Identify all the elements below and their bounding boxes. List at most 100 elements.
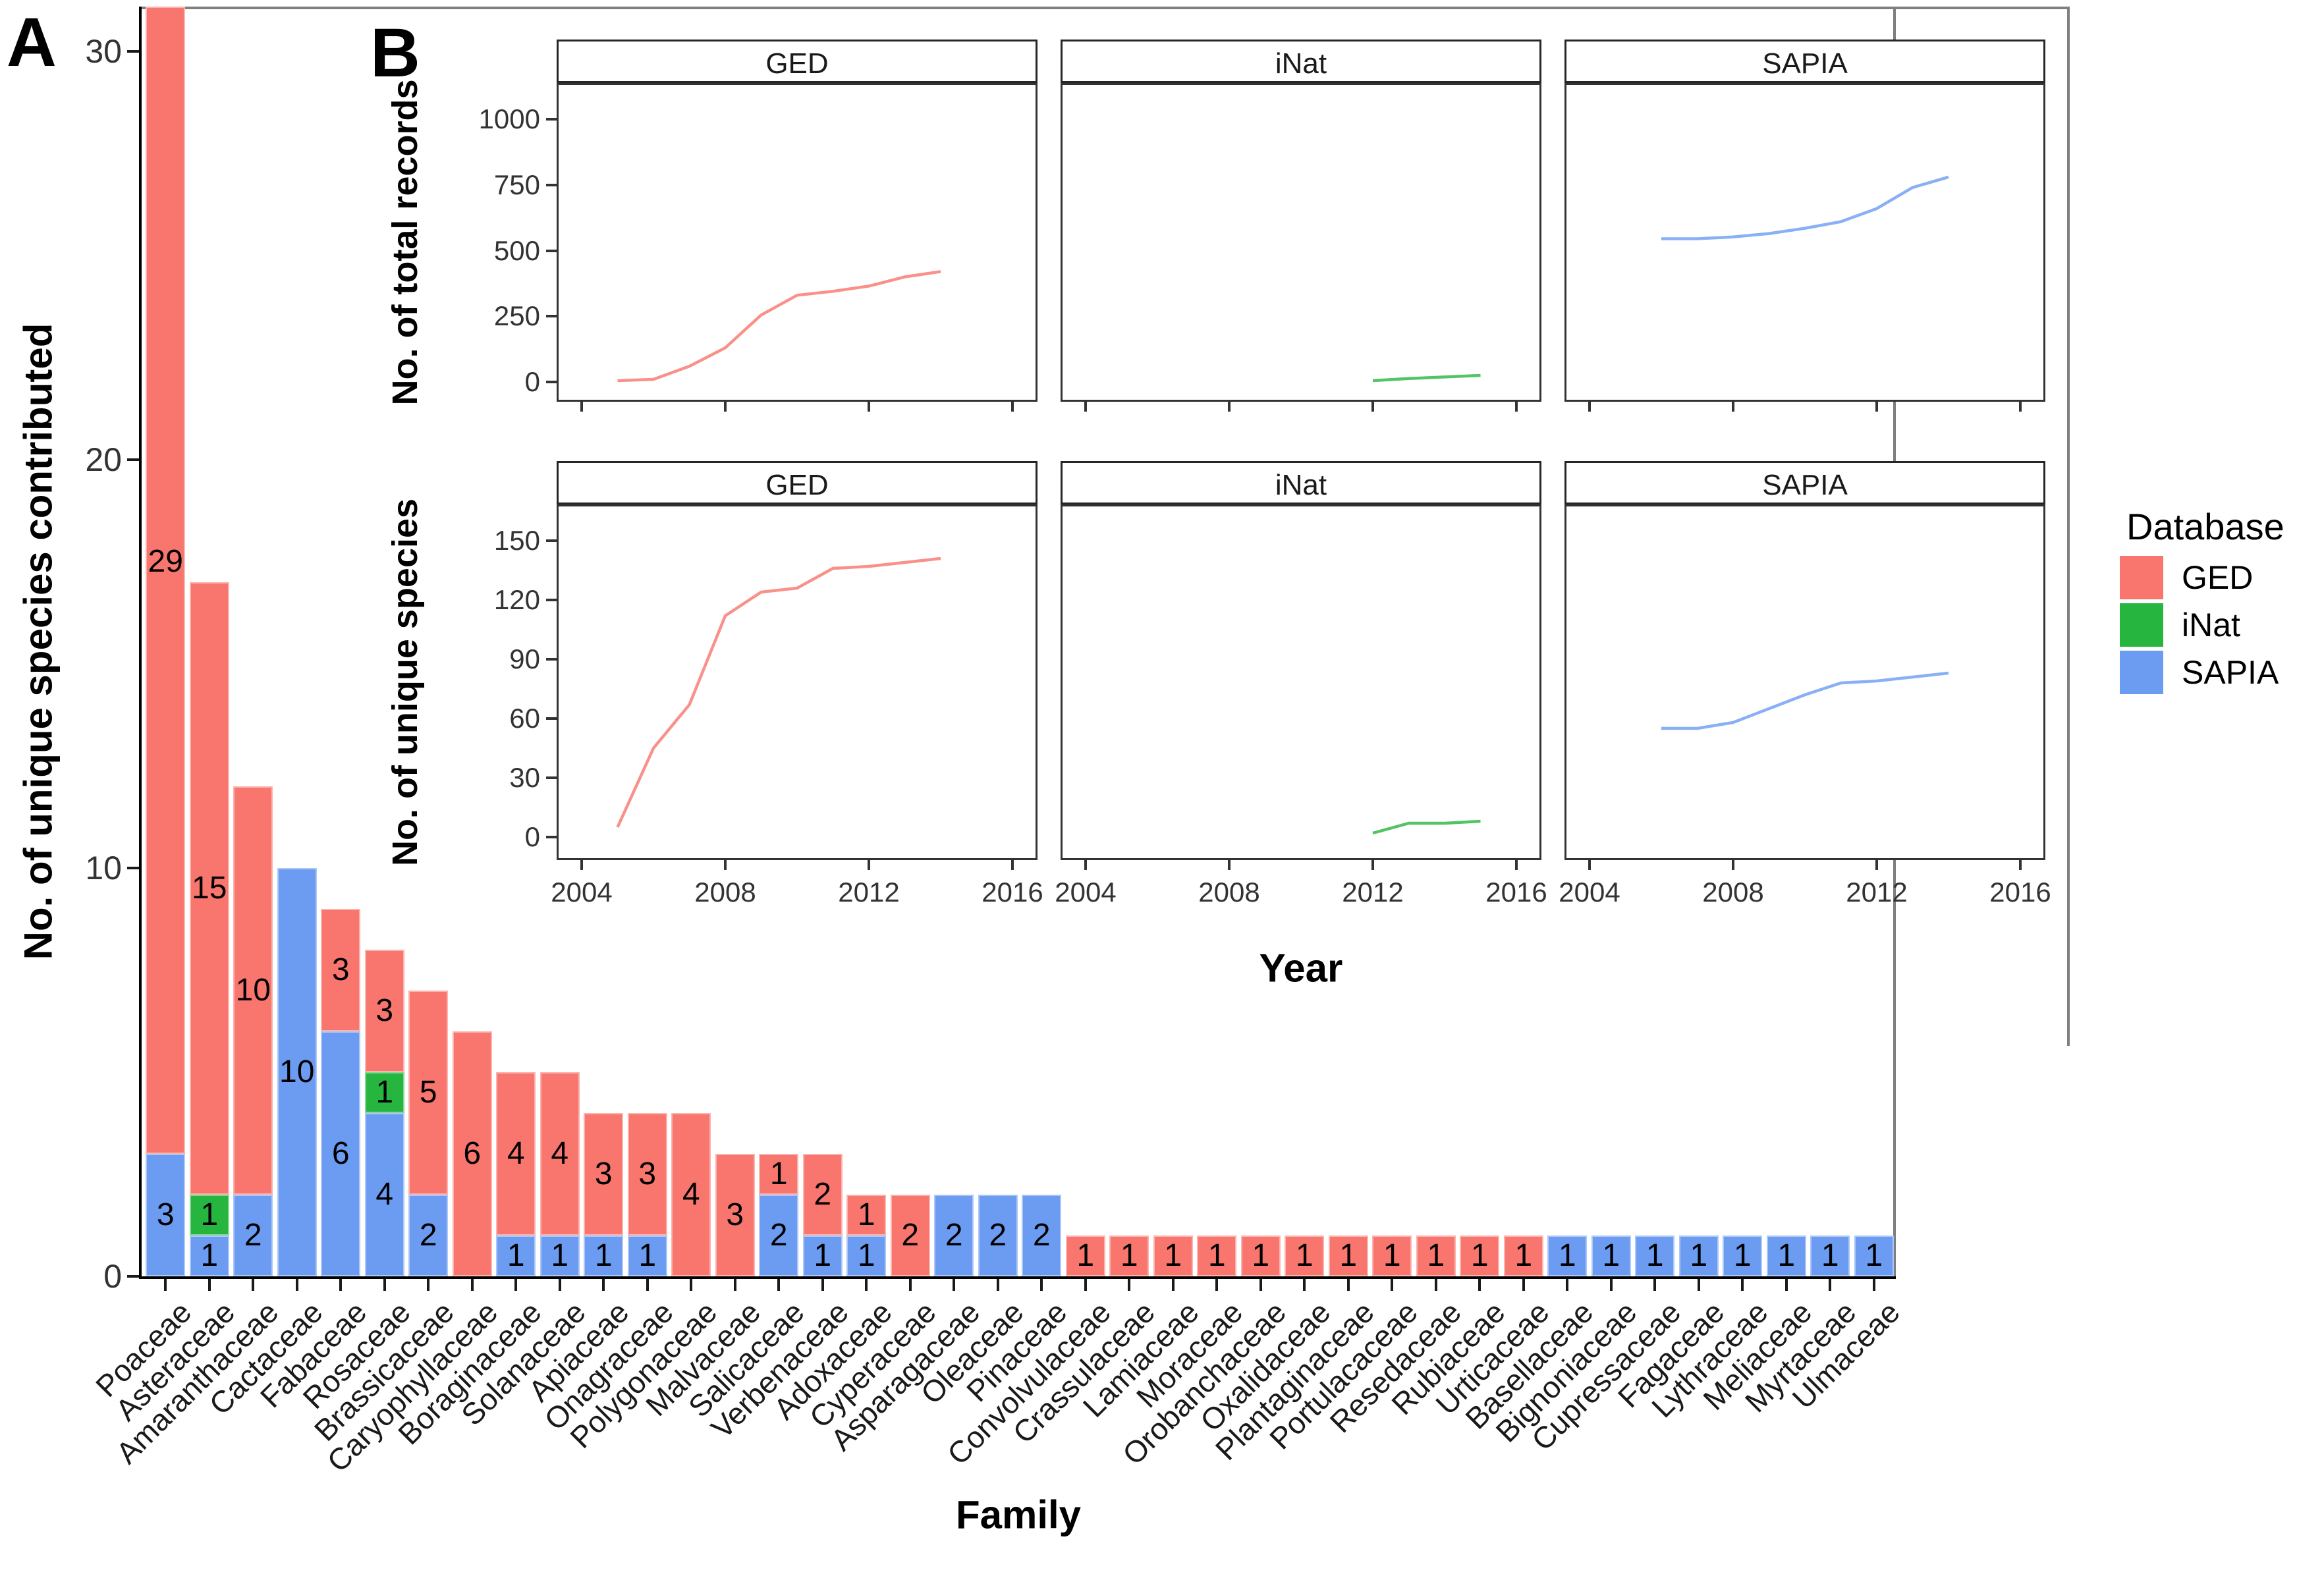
facet-y-tick-label: 0: [524, 366, 540, 397]
panel-a-x-tick: [383, 1279, 386, 1291]
facet-x-tick: [868, 860, 870, 870]
panel-a-top-border: [139, 7, 2070, 9]
facet-strip: [557, 40, 1038, 83]
bar-segment-sapia-poaceae: [146, 1154, 186, 1276]
bar-value-label: 1: [1383, 1238, 1401, 1273]
facet-x-tick: [2019, 860, 2022, 870]
bar-segment-sapia-amaranthaceae: [233, 1195, 273, 1276]
bar-value-label: 3: [594, 1156, 613, 1191]
panel-a-x-tick: [602, 1279, 605, 1291]
legend-key-ged: [2120, 556, 2163, 599]
bar-segment-sapia-asparagaceae: [934, 1195, 974, 1276]
panel-a-x-tick: [252, 1279, 255, 1291]
bar-value-label: 1: [638, 1238, 657, 1273]
bar-value-label: 6: [331, 1136, 350, 1171]
panel-a-label: A: [7, 4, 57, 81]
bar-value-label: 1: [1076, 1238, 1095, 1273]
bar-segment-ged-plantaginaceae: [1328, 1236, 1368, 1276]
facet-x-tick: [1732, 860, 1734, 870]
facet-panel-inat: [1061, 504, 1541, 860]
facet-x-tick: [1515, 402, 1518, 412]
bar-segment-sapia-pinaceae: [1022, 1195, 1062, 1276]
line-chart-inat-species: [1372, 819, 1481, 835]
bar-value-label: 4: [551, 1136, 569, 1171]
facet-y-tick-label: 250: [493, 300, 540, 332]
bar-segment-sapia-basellaceae: [1547, 1236, 1588, 1276]
facet-x-tick: [2019, 402, 2022, 412]
line-path-sapia: [1661, 671, 1949, 730]
bar-segment-ged-poaceae: [146, 7, 186, 1154]
facet-x-tick: [1875, 402, 1878, 412]
facet-x-tick: [1875, 860, 1878, 870]
line-chart-ged-records: [617, 270, 941, 383]
panel-a-y-tick: [127, 867, 139, 869]
bar-segment-ged-lamiaceae: [1153, 1236, 1193, 1276]
bar-value-label: 2: [901, 1218, 920, 1253]
bar-value-label: 1: [1120, 1238, 1138, 1273]
bar-value-label: 3: [331, 952, 350, 987]
bar-segment-sapia-solanaceae: [540, 1236, 580, 1276]
facet-x-tick: [1084, 860, 1087, 870]
bar-segment-ged-apiaceae: [584, 1113, 624, 1236]
facet-x-tick-label: 2012: [838, 877, 900, 908]
bar-value-label: 3: [638, 1156, 657, 1191]
facet-x-tick-label: 2012: [1846, 877, 1908, 908]
bar-segment-sapia-onagraceae: [627, 1236, 667, 1276]
bar-value-label: 5: [419, 1075, 437, 1110]
bar-segment-sapia-myrtaceae: [1810, 1236, 1850, 1276]
panel-a-x-tick: [1259, 1279, 1262, 1291]
bar-segment-sapia-cactaceae: [277, 868, 317, 1276]
bar-segment-sapia-ulmaceae: [1854, 1236, 1894, 1276]
bar-value-label: 1: [1602, 1238, 1620, 1273]
bar-value-label: 2: [989, 1218, 1007, 1253]
legend-key-inat: [2120, 603, 2163, 647]
panel-a-x-tick: [1522, 1279, 1525, 1291]
bar-segment-ged-convolvulaceae: [1065, 1236, 1105, 1276]
panel-a-x-tick: [427, 1279, 430, 1291]
line-chart-sapia-records: [1661, 175, 1949, 240]
bar-segment-ged-onagraceae: [627, 1113, 667, 1236]
bar-value-label: 1: [857, 1238, 875, 1273]
bar-segment-sapia-adoxaceae: [846, 1236, 887, 1276]
bar-segment-ged-rosaceae: [364, 950, 404, 1072]
facet-x-tick: [580, 860, 583, 870]
bar-value-label: 1: [857, 1197, 875, 1232]
bar-value-label: 3: [156, 1197, 175, 1232]
legend-title: Database: [2126, 506, 2284, 547]
facet-panel-ged: [557, 504, 1038, 860]
bar-value-label: 1: [1646, 1238, 1664, 1273]
bar-value-label: 6: [463, 1136, 482, 1171]
panel-a-x-tick: [777, 1279, 781, 1291]
bar-value-label: 1: [551, 1238, 569, 1273]
line-chart-inat-records: [1372, 373, 1481, 383]
panel-a-x-tick: [1171, 1279, 1175, 1291]
facet-strip: [557, 461, 1038, 504]
line-path-inat: [1372, 819, 1481, 835]
panel-a-x-tick: [558, 1279, 561, 1291]
panel-a-x-tick: [339, 1279, 343, 1291]
bar-segment-ged-polygonaceae: [671, 1113, 711, 1276]
line-path-sapia: [1661, 175, 1949, 240]
bar-segment-sapia-fabaceae: [321, 1031, 361, 1276]
facet-y-tick: [546, 776, 557, 779]
bar-value-label: 1: [1207, 1238, 1226, 1273]
legend-key-sapia: [2120, 651, 2163, 694]
panel-a-x-tick: [1741, 1279, 1744, 1291]
bar-segment-ged-resedaceae: [1416, 1236, 1456, 1276]
bar-value-label: 10: [235, 973, 271, 1008]
panel-a-x-tick: [1478, 1279, 1481, 1291]
panel-a-x-tick: [470, 1279, 474, 1291]
bar-value-label: 3: [726, 1197, 744, 1232]
facet-x-tick-label: 2012: [1342, 877, 1404, 908]
facet-x-tick-label: 2016: [1989, 877, 2051, 908]
facet-y-tick-label: 60: [509, 703, 540, 734]
panel-a-y-tick: [127, 50, 139, 53]
panel-a-y-tick-label: 10: [85, 850, 122, 886]
bar-value-label: 3: [375, 993, 394, 1028]
facet-y-tick: [546, 315, 557, 318]
bar-segment-ged-adoxaceae: [846, 1195, 887, 1236]
bar-value-label: 1: [1821, 1238, 1839, 1273]
facet-x-tick: [1588, 860, 1591, 870]
facet-strip-label: GED: [765, 469, 829, 501]
panel-a-x-tick: [295, 1279, 298, 1291]
